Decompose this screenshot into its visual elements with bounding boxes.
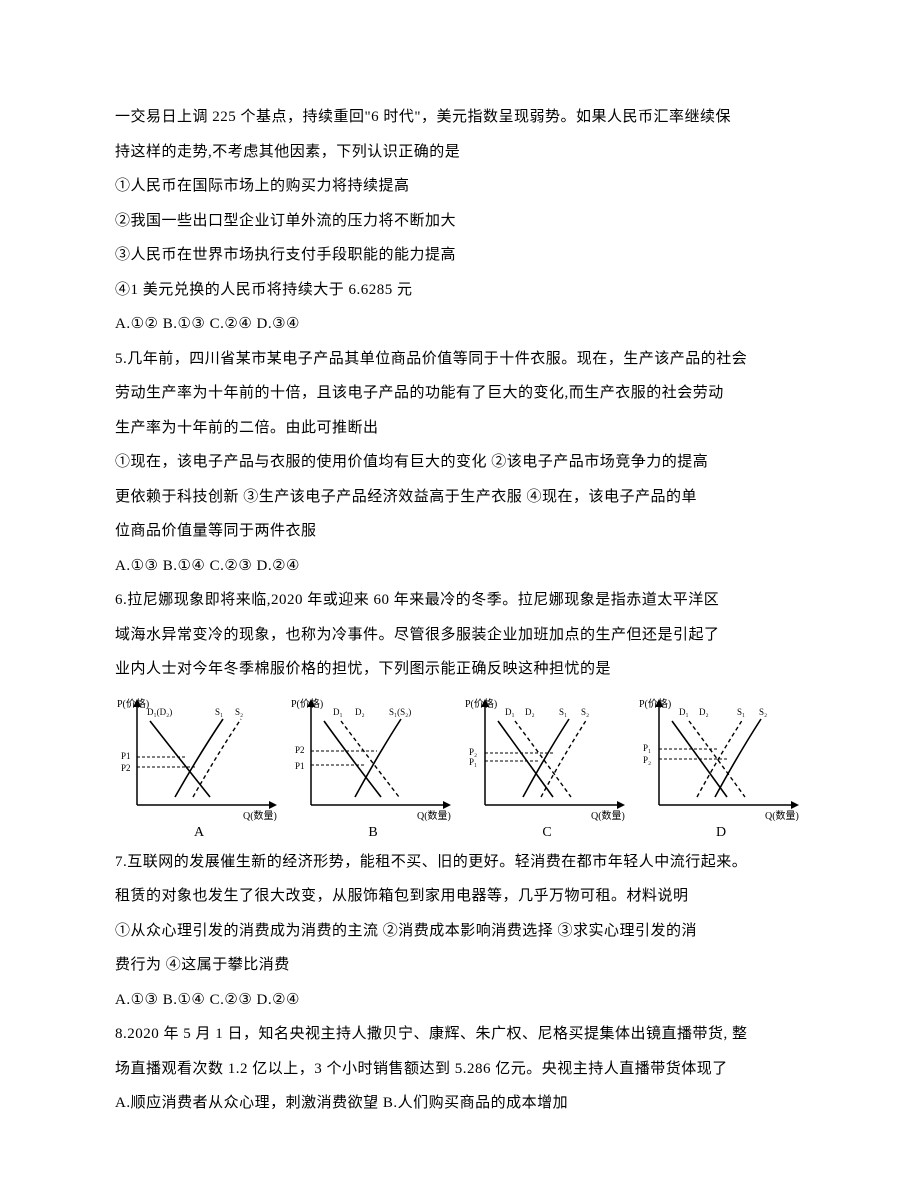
- chart-c: P(价格) Q(数量) D₁ D₂ S₁ S₂ P₂ P₁ C: [463, 693, 631, 841]
- curve-label: D₁: [505, 707, 515, 717]
- text-line: 一交易日上调 225 个基点，持续重回"6 时代"，美元指数呈现弱势。如果人民币…: [115, 100, 805, 135]
- price-label: P2: [121, 763, 131, 773]
- axis-y-label: P(价格): [291, 697, 323, 710]
- price-label: P₂: [643, 755, 651, 765]
- text-line: 场直播观看次数 1.2 亿以上，3 个小时销售额达到 5.286 亿元。央视主持…: [115, 1052, 805, 1087]
- price-label: P₂: [469, 747, 477, 757]
- curve-label: S₁(S₂): [389, 707, 411, 717]
- curve-label: S₁: [737, 707, 745, 717]
- curve-label: D₂: [699, 707, 709, 717]
- curve-label: S₁: [215, 707, 223, 717]
- text-line: 位商品价值量等同于两件衣服: [115, 514, 805, 549]
- document-page: 一交易日上调 225 个基点，持续重回"6 时代"，美元指数呈现弱势。如果人民币…: [0, 0, 920, 1181]
- text-line: 持这样的走势,不考虑其他因素，下列认识正确的是: [115, 135, 805, 170]
- answer-options: A.①② B.①③ C.②④ D.③④: [115, 307, 805, 342]
- chart-label: A: [194, 825, 204, 841]
- text-line: 5.几年前，四川省某市某电子产品其单位商品价值等同于十件衣服。现在，生产该产品的…: [115, 342, 805, 377]
- answer-options: A.①③ B.①④ C.②③ D.②④: [115, 983, 805, 1018]
- axis-x-label: Q(数量): [243, 809, 277, 822]
- chart-b: P(价格) Q(数量) D₁ D₂ S₁(S₂) P2 P1 B: [289, 693, 457, 841]
- answer-options: A.顺应消费者从众心理，刺激消费欲望 B.人们购买商品的成本增加: [115, 1086, 805, 1121]
- curve-label: S₂: [759, 707, 767, 717]
- text-line: ③人民币在世界市场执行支付手段职能的能力提高: [115, 238, 805, 273]
- text-line: 业内人士对今年冬季棉服价格的担忧，下列图示能正确反映这种担忧的是: [115, 652, 805, 687]
- text-line: ④1 美元兑换的人民币将持续大于 6.6285 元: [115, 273, 805, 308]
- price-label: P₁: [469, 757, 477, 767]
- text-line: 更依赖于科技创新 ③生产该电子产品经济效益高于生产衣服 ④现在，该电子产品的单: [115, 480, 805, 515]
- text-line: 8.2020 年 5 月 1 日，知名央视主持人撒贝宁、康辉、朱广权、尼格买提集…: [115, 1017, 805, 1052]
- text-line: 域海水异常变冷的现象，也称为冷事件。尽管很多服装企业加班加点的生产但还是引起了: [115, 618, 805, 653]
- chart-label: C: [542, 825, 551, 841]
- axis-y-label: P(价格): [465, 697, 497, 710]
- text-line: 7.互联网的发展催生新的经济形势，能租不买、旧的更好。轻消费在都市年轻人中流行起…: [115, 845, 805, 880]
- curve-label: D₁: [333, 707, 343, 717]
- axis-y-label: P(价格): [639, 697, 671, 710]
- axis-x-label: Q(数量): [591, 809, 625, 822]
- curve-label: S₂: [581, 707, 589, 717]
- chart-row: P(价格) Q(数量) D₁(D₂) S₁ S₂ P1 P2 A: [115, 693, 805, 841]
- text-line: ②我国一些出口型企业订单外流的压力将不断加大: [115, 204, 805, 239]
- answer-options: A.①③ B.①④ C.②③ D.②④: [115, 549, 805, 584]
- curve-label: D₂: [525, 707, 535, 717]
- axis-x-label: Q(数量): [765, 809, 799, 822]
- price-label: P2: [295, 745, 305, 755]
- text-line: 租赁的对象也发生了很大改变，从服饰箱包到家用电器等，几乎万物可租。材料说明: [115, 879, 805, 914]
- curve-label: D₁: [679, 707, 689, 717]
- price-label: P1: [121, 751, 131, 761]
- text-line: ①人民币在国际市场上的购买力将持续提高: [115, 169, 805, 204]
- axis-y-label: P(价格): [117, 697, 149, 710]
- text-line: 6.拉尼娜现象即将来临,2020 年或迎来 60 年来最冷的冬季。拉尼娜现象是指…: [115, 583, 805, 618]
- curve-label: S₂: [235, 707, 243, 717]
- chart-d: P(价格) Q(数量) D₁ D₂ S₁ S₂ P₁ P₂ D: [637, 693, 805, 841]
- price-label: P₁: [643, 743, 651, 753]
- text-line: ①从众心理引发的消费成为消费的主流 ②消费成本影响消费选择 ③求实心理引发的消: [115, 914, 805, 949]
- curve-label: D₁(D₂): [147, 707, 172, 717]
- axis-x-label: Q(数量): [417, 809, 451, 822]
- curve-label: D₂: [355, 707, 365, 717]
- text-line: 生产率为十年前的二倍。由此可推断出: [115, 411, 805, 446]
- chart-label: B: [368, 825, 377, 841]
- curve-label: S₁: [559, 707, 567, 717]
- text-line: 费行为 ④这属于攀比消费: [115, 948, 805, 983]
- chart-a: P(价格) Q(数量) D₁(D₂) S₁ S₂ P1 P2 A: [115, 693, 283, 841]
- text-line: ①现在，该电子产品与衣服的使用价值均有巨大的变化 ②该电子产品市场竞争力的提高: [115, 445, 805, 480]
- price-label: P1: [295, 761, 305, 771]
- text-line: 劳动生产率为十年前的十倍，且该电子产品的功能有了巨大的变化,而生产衣服的社会劳动: [115, 376, 805, 411]
- chart-label: D: [716, 825, 726, 841]
